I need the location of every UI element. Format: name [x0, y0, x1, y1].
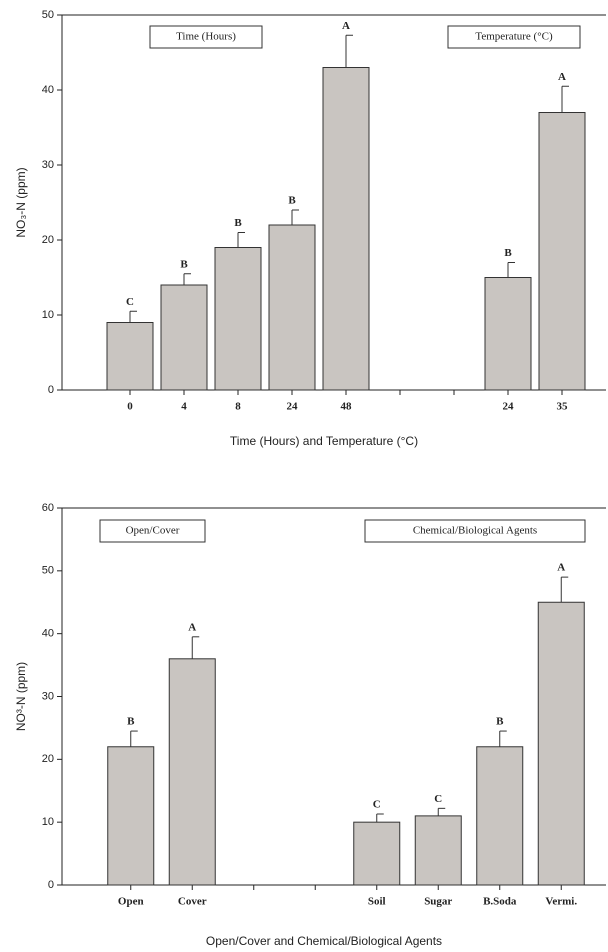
annotation-box [99, 519, 206, 543]
value-label: C [373, 799, 381, 811]
y-tick-label: 50 [42, 565, 54, 577]
bar [414, 815, 462, 886]
bar [476, 746, 524, 886]
annotation: Open/Cover [126, 525, 180, 537]
bar [537, 601, 585, 886]
x-tick-label: Vermi. [545, 896, 577, 908]
x-tick-label: 8 [235, 401, 241, 413]
x-tick-label: 24 [287, 401, 299, 413]
value-label: B [504, 247, 512, 259]
x-tick-label: B.Soda [483, 896, 517, 908]
annotation-box [364, 519, 586, 543]
y-tick-label: 40 [42, 628, 54, 640]
annotation-box [447, 25, 581, 49]
bar [484, 277, 532, 391]
x-axis-title: Open/Cover and Chemical/Biological Agent… [206, 934, 442, 948]
bar [107, 746, 155, 886]
value-label: B [234, 217, 242, 229]
x-tick-label: Soil [368, 896, 386, 908]
annotation: Chemical/Biological Agents [413, 525, 537, 537]
annotation: Temperature (°C) [475, 31, 553, 43]
value-label: A [557, 562, 565, 574]
y-tick-label: 40 [42, 84, 54, 96]
bar [106, 322, 154, 391]
bar [268, 224, 316, 391]
x-tick-label: Sugar [424, 896, 452, 908]
y-tick-label: 10 [42, 816, 54, 828]
x-tick-label: 0 [127, 401, 133, 413]
x-tick-label: 48 [341, 401, 353, 413]
x-tick-label: 4 [181, 401, 187, 413]
value-label: B [180, 258, 188, 270]
y-tick-label: 0 [48, 384, 54, 396]
value-label: C [434, 793, 442, 805]
y-tick-label: 30 [42, 690, 54, 702]
y-axis-title: NO₃-N (ppm) [14, 167, 28, 237]
y-axis-title: NO³-N (ppm) [14, 662, 28, 731]
value-label: B [288, 195, 296, 207]
annotation: Time (Hours) [176, 31, 236, 43]
annotation-box [149, 25, 263, 49]
value-label: A [188, 621, 196, 633]
value-label: A [342, 20, 350, 32]
y-tick-label: 0 [48, 879, 54, 891]
bar [538, 112, 586, 391]
x-tick-label: Open [118, 896, 144, 908]
x-tick-label: 35 [557, 401, 569, 413]
y-tick-label: 30 [42, 159, 54, 171]
value-label: C [126, 296, 134, 308]
bar [353, 821, 401, 886]
value-label: B [127, 716, 135, 728]
x-axis-title: Time (Hours) and Temperature (°C) [230, 434, 418, 448]
value-label: A [558, 71, 566, 83]
y-tick-label: 10 [42, 309, 54, 321]
y-tick-label: 60 [42, 502, 54, 514]
value-label: B [496, 716, 504, 728]
y-tick-label: 50 [42, 9, 54, 21]
y-tick-label: 20 [42, 753, 54, 765]
bar [322, 67, 370, 391]
x-tick-label: 24 [503, 401, 515, 413]
bar [168, 658, 216, 886]
bar [160, 284, 208, 391]
y-tick-label: 20 [42, 234, 54, 246]
bar [214, 247, 262, 391]
x-tick-label: Cover [178, 896, 207, 908]
